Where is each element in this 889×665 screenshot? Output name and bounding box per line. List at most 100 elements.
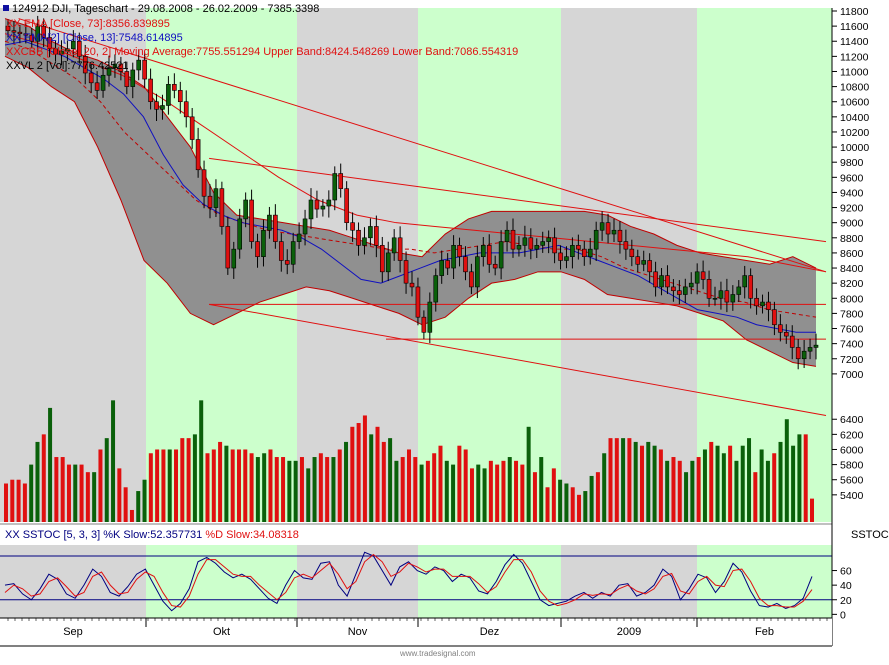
candle-body: [475, 256, 480, 288]
y-tick-label: 6000: [840, 444, 864, 456]
y-tick-label: 10000: [840, 142, 869, 154]
volume-bar: [419, 464, 424, 522]
candle-body: [88, 72, 94, 84]
volume-bar: [287, 460, 292, 522]
volume-bar: [136, 491, 141, 522]
volume-bar: [614, 438, 619, 522]
volume-bar: [765, 460, 770, 522]
candle-body: [118, 63, 124, 72]
candle-body: [356, 229, 361, 246]
candle-body: [789, 335, 795, 348]
volume-bar: [48, 407, 53, 522]
volume-bar: [98, 449, 103, 522]
stoch-header-bg: [0, 525, 889, 545]
right-axis-bg: [832, 0, 889, 660]
volume-bar: [772, 453, 777, 522]
volume-bar: [526, 426, 531, 522]
candle-body: [338, 173, 344, 189]
candle-body: [308, 199, 314, 220]
volume-bar: [211, 449, 216, 522]
volume-bar: [369, 434, 374, 522]
volume-bar: [690, 460, 695, 522]
volume-bars: [4, 400, 814, 522]
volume-bar: [457, 445, 462, 522]
y-tick-label: 9400: [840, 187, 864, 199]
volume-bar: [595, 472, 600, 522]
y-tick-label: 8000: [840, 293, 864, 305]
volume-bar: [721, 453, 726, 522]
volume-bar: [495, 464, 500, 522]
candle-body: [130, 69, 136, 87]
candle-body: [813, 344, 819, 348]
candle-body: [593, 229, 599, 250]
legend-ema-13[interactable]: XX EMA[2] [Close, 13]:7548.614895: [6, 32, 183, 44]
trendline: [18, 18, 827, 273]
candle-body: [451, 245, 456, 269]
x-month-label: Okt: [213, 626, 230, 638]
volume-bar: [281, 457, 286, 522]
y-tick-label: 11800: [840, 6, 869, 18]
volume-bar: [734, 460, 739, 522]
volume-bar: [262, 453, 267, 522]
candle-body: [409, 282, 415, 288]
candle-body: [623, 241, 629, 250]
candle-body: [290, 241, 296, 265]
stoch-k-line: [4, 551, 813, 612]
volume-bar: [148, 453, 153, 522]
trendlines: [18, 18, 827, 416]
candle-body: [76, 40, 82, 57]
volume-bar: [469, 468, 474, 522]
stoch-y-tick-label: 0: [840, 609, 846, 621]
bollinger-upper: [4, 18, 817, 269]
y-tick-label: 11600: [840, 21, 869, 33]
candle-body: [237, 218, 243, 250]
candle-body: [213, 188, 219, 208]
volume-bar: [520, 464, 525, 522]
candle-body: [795, 347, 801, 360]
volume-bar: [589, 475, 594, 522]
candle-body: [136, 59, 142, 71]
legend-volume[interactable]: XXVL 2 [Vol]:7776.42521: [6, 60, 129, 72]
candle-body: [480, 245, 486, 258]
candle-body: [457, 245, 462, 258]
candle-body: [231, 248, 237, 269]
stochastic-title[interactable]: XX SSTOC [5, 3, 3] %K Slow:52.357731 %D …: [5, 529, 299, 541]
volume-bar: [174, 449, 179, 522]
y-tick-label: 7800: [840, 308, 864, 320]
volume-bar: [507, 457, 512, 522]
volume-bar: [476, 464, 481, 522]
candle-body: [160, 105, 165, 110]
volume-bar: [73, 464, 78, 522]
y-tick-label: 5400: [840, 490, 864, 502]
y-tick-label: 11000: [840, 66, 869, 78]
candle-body: [760, 301, 765, 307]
volume-bar: [583, 491, 588, 522]
volume-bar: [715, 445, 720, 522]
volume-bar: [123, 487, 128, 522]
stochastic-tag: SSTOC: [851, 529, 889, 541]
volume-bar: [54, 457, 59, 522]
candle-body: [570, 245, 575, 258]
candle-body: [558, 252, 563, 261]
candle-body: [41, 25, 46, 38]
volume-bar: [425, 460, 430, 522]
candle-body: [647, 260, 652, 273]
candle-body: [552, 237, 557, 254]
candle-body: [166, 84, 171, 106]
legend-bollinger[interactable]: XXCBB [Close, 20, 2] Moving Average:7755…: [6, 46, 518, 58]
volume-bar: [325, 457, 330, 522]
candle-body: [148, 78, 153, 103]
month-stripe-stoch: [418, 543, 561, 618]
legend-ema-73[interactable]: XX EMA [Close, 73]:8356.839895: [6, 18, 170, 30]
candle-body: [5, 25, 11, 31]
symbol-marker-icon: [3, 5, 9, 11]
volume-bar: [747, 438, 752, 522]
candle-body: [617, 229, 623, 242]
candle-body: [736, 286, 742, 295]
ema-73-line: [4, 33, 827, 273]
volume-bar: [633, 441, 638, 522]
volume-bar: [400, 457, 405, 522]
volume-bar: [4, 483, 8, 522]
candle-body: [142, 59, 147, 80]
candle-body: [415, 286, 421, 318]
